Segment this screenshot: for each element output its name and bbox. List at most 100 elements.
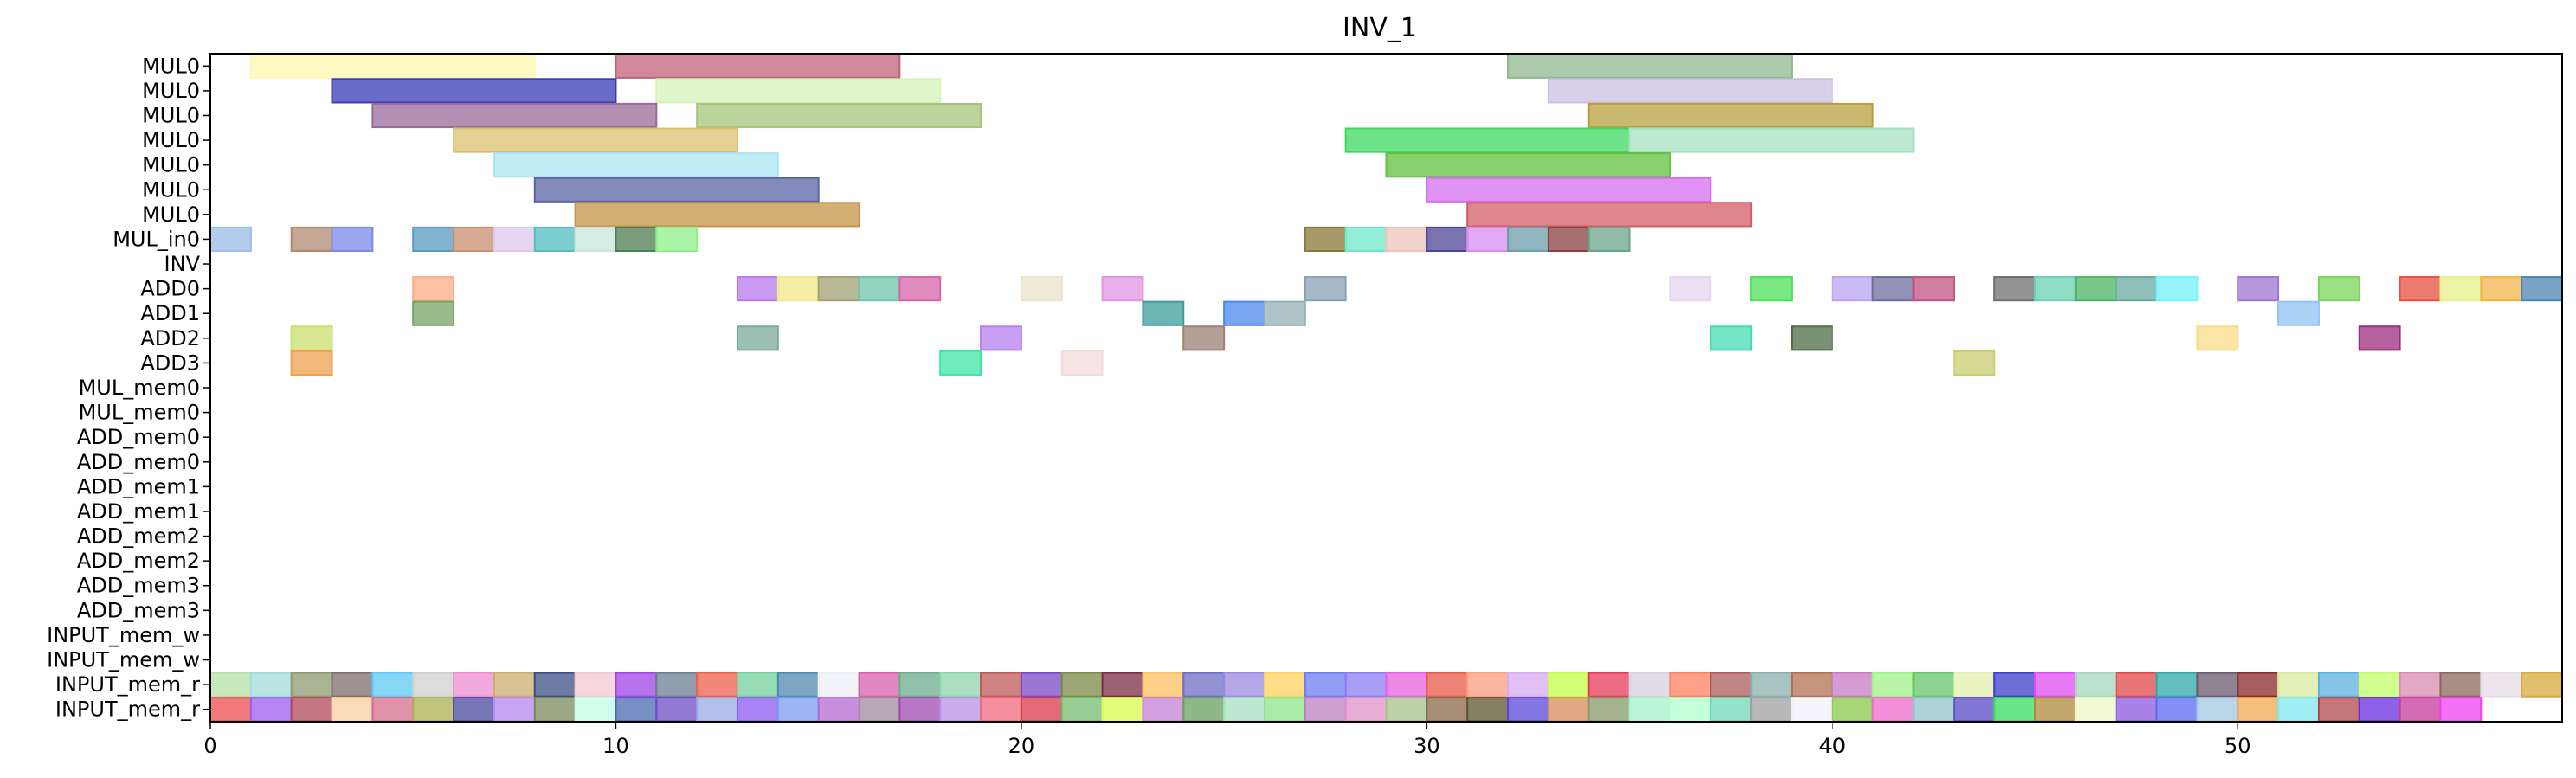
y-tick-label: MUL0 <box>142 128 200 152</box>
task-bar <box>2399 276 2442 302</box>
task-bar <box>1223 300 1265 326</box>
task-bar <box>1101 697 1144 723</box>
task-bar <box>2399 672 2442 698</box>
task-bar <box>1628 127 1915 153</box>
task-bar <box>980 672 1022 698</box>
task-bar <box>331 697 374 723</box>
task-bar <box>776 697 820 723</box>
task-bar <box>1426 177 1712 203</box>
y-tick-label: MUL_in0 <box>113 227 200 251</box>
task-bar <box>493 152 779 178</box>
task-bar <box>2196 697 2239 723</box>
task-bar <box>2358 325 2401 351</box>
task-bar <box>615 226 658 253</box>
task-bar <box>1263 697 1306 723</box>
task-bar <box>736 697 779 723</box>
task-bar <box>1871 672 1915 698</box>
y-tick-label: MUL_mem0 <box>79 376 200 400</box>
y-tick-label: INPUT_mem_r <box>55 698 200 722</box>
task-bar <box>2521 672 2564 698</box>
task-bar <box>2399 697 2442 723</box>
task-bar <box>1587 697 1631 723</box>
task-bar <box>1710 325 1753 351</box>
task-bar <box>2115 697 2158 723</box>
task-bar <box>939 672 982 698</box>
x-tick-label: 50 <box>2225 734 2251 758</box>
task-bar <box>2439 672 2483 698</box>
task-bar <box>2155 697 2199 723</box>
y-tick-label: ADD_mem2 <box>77 549 200 573</box>
y-tick-label: MUL_mem0 <box>79 401 200 425</box>
task-bar <box>898 276 942 302</box>
task-bar <box>2115 276 2158 302</box>
x-tick-label: 20 <box>1008 734 1035 758</box>
task-bar <box>1831 697 1874 723</box>
task-bar <box>1344 226 1388 253</box>
task-bar <box>453 672 495 698</box>
task-bar <box>1871 276 1915 302</box>
task-bar <box>655 672 699 698</box>
task-bar <box>655 78 942 104</box>
task-bar <box>1628 672 1671 698</box>
task-bar <box>1831 672 1874 698</box>
task-bar <box>1953 350 1996 376</box>
task-bar <box>2074 697 2117 723</box>
y-tick-label: ADD_mem3 <box>77 574 200 598</box>
task-bar <box>574 226 617 253</box>
task-bar <box>1426 697 1469 723</box>
task-bar <box>696 697 738 723</box>
task-bar <box>2277 300 2320 326</box>
task-bar <box>2317 276 2360 302</box>
plot-frame <box>209 53 2563 723</box>
task-bar <box>1344 697 1388 723</box>
y-tick-label: MUL0 <box>142 54 200 78</box>
task-bar <box>290 697 333 723</box>
task-bar <box>615 672 658 698</box>
task-bar <box>2155 672 2199 698</box>
task-bar <box>1507 226 1549 253</box>
task-bar <box>898 697 942 723</box>
task-bar <box>1466 226 1510 253</box>
task-bar <box>1547 672 1590 698</box>
task-bar <box>1426 226 1469 253</box>
task-bar <box>1790 697 1833 723</box>
task-bar <box>776 276 820 302</box>
task-bar <box>1182 672 1226 698</box>
task-bar <box>1263 300 1306 326</box>
task-bar <box>615 697 658 723</box>
task-bar <box>1547 697 1590 723</box>
y-tick-label: INV <box>164 252 201 276</box>
task-bar <box>290 350 333 376</box>
task-bar <box>331 672 374 698</box>
task-bar <box>1790 672 1833 698</box>
task-bar <box>331 226 374 253</box>
task-bar <box>1466 202 1753 228</box>
task-bar <box>371 102 658 129</box>
task-bar <box>1385 226 1428 253</box>
task-bar <box>1466 672 1510 698</box>
task-bar <box>817 697 860 723</box>
task-bar <box>453 697 495 723</box>
task-bar <box>1385 697 1428 723</box>
y-tick-label: ADD_mem0 <box>77 450 200 474</box>
task-bar <box>1669 672 1712 698</box>
task-bar <box>1385 152 1671 178</box>
y-tick-label: ADD1 <box>140 301 200 325</box>
task-bar <box>2034 697 2077 723</box>
task-bar <box>533 177 820 203</box>
task-bar <box>736 276 779 302</box>
task-bar <box>1263 672 1306 698</box>
task-bar <box>412 697 455 723</box>
task-bar <box>2237 276 2280 302</box>
task-bar <box>696 672 738 698</box>
task-bar <box>1993 672 2037 698</box>
y-tick-label: ADD_mem0 <box>77 425 200 449</box>
task-bar <box>1426 672 1469 698</box>
task-bar <box>2317 697 2360 723</box>
task-bar <box>1304 672 1347 698</box>
task-bar <box>1020 672 1063 698</box>
y-tick-label: MUL0 <box>142 153 200 177</box>
task-bar <box>858 672 901 698</box>
y-tick-label: ADD0 <box>140 277 200 301</box>
task-bar <box>1182 697 1226 723</box>
